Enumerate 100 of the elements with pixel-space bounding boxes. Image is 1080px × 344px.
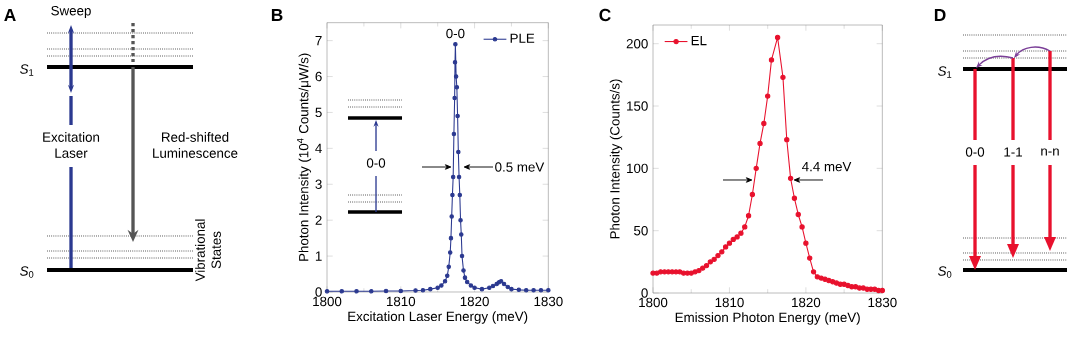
point xyxy=(450,192,455,198)
point xyxy=(456,174,462,180)
point xyxy=(810,269,817,275)
point xyxy=(454,85,460,90)
point xyxy=(455,113,460,119)
point xyxy=(875,287,882,294)
y-tick-label: 1 xyxy=(315,251,322,261)
point xyxy=(369,289,374,294)
point xyxy=(730,236,736,243)
point xyxy=(799,224,805,230)
x-axis-title: Excitation Laser Energy (meV) xyxy=(348,311,528,324)
point xyxy=(765,93,771,99)
point xyxy=(677,269,683,275)
point xyxy=(661,269,668,275)
point xyxy=(726,240,733,246)
point xyxy=(444,273,450,279)
point xyxy=(459,253,465,259)
text: Excitation Laser xyxy=(43,132,100,158)
text: Red-shifted Luminescence xyxy=(153,132,238,158)
point xyxy=(452,95,457,101)
point xyxy=(780,74,786,81)
x-tick-label: 1830 xyxy=(868,297,897,308)
annotation: 0-0 xyxy=(446,28,465,39)
text: S$_{0}$ xyxy=(938,266,952,278)
text: n-n xyxy=(1041,148,1059,156)
text: A xyxy=(4,9,16,21)
x-tick-label: 1820 xyxy=(792,297,821,308)
point xyxy=(852,284,859,290)
point xyxy=(462,275,468,280)
y-tick-label: 0 xyxy=(641,288,648,298)
point xyxy=(451,131,457,137)
point xyxy=(505,284,511,290)
point xyxy=(761,120,767,127)
point xyxy=(472,285,477,290)
point xyxy=(461,268,466,273)
point xyxy=(669,269,675,275)
point xyxy=(383,288,389,294)
point xyxy=(734,234,740,240)
point xyxy=(487,285,492,290)
point xyxy=(841,281,847,287)
point xyxy=(864,286,870,292)
point xyxy=(459,232,464,237)
point xyxy=(818,275,824,281)
point xyxy=(453,74,459,79)
point xyxy=(692,269,698,275)
point xyxy=(538,287,544,293)
point xyxy=(845,282,851,289)
x-tick-label: 1810 xyxy=(386,296,416,307)
point xyxy=(450,174,456,180)
point xyxy=(413,288,418,293)
text: Vibrational States xyxy=(195,219,221,282)
point xyxy=(784,137,790,143)
y-tick-label: 4 xyxy=(315,143,322,153)
point xyxy=(516,287,522,293)
point xyxy=(501,281,507,287)
chart-title: B xyxy=(271,9,283,21)
point xyxy=(722,244,729,250)
y-tick-label: 7 xyxy=(315,36,322,46)
text: S$_{0}$ xyxy=(20,266,34,278)
text: 0-0 xyxy=(965,147,985,157)
point xyxy=(657,269,664,275)
point xyxy=(680,270,687,276)
point xyxy=(753,165,759,172)
y-tick-label: 3 xyxy=(315,179,322,189)
point xyxy=(711,256,717,263)
point xyxy=(872,286,878,292)
point xyxy=(447,250,453,255)
text: S$_{1}$ xyxy=(20,64,34,76)
point xyxy=(700,265,706,271)
y-tick-label: 150 xyxy=(627,101,648,111)
x-tick-label: 1810 xyxy=(715,297,744,308)
point xyxy=(453,41,458,47)
point xyxy=(339,289,345,294)
point xyxy=(860,285,866,291)
point xyxy=(684,270,691,276)
point xyxy=(719,249,725,255)
point xyxy=(826,277,832,284)
point xyxy=(479,286,485,292)
y-tick-label: 50 xyxy=(634,225,648,236)
point xyxy=(546,287,551,293)
x-axis-title: Emission Photon Energy (meV) xyxy=(675,312,860,325)
y-tick-label: 100 xyxy=(627,163,648,174)
point xyxy=(795,211,801,218)
point xyxy=(442,278,448,284)
point xyxy=(749,191,756,198)
point xyxy=(490,283,496,289)
text: Sweep xyxy=(51,5,91,19)
point xyxy=(803,240,809,246)
chart-title: C xyxy=(599,8,611,22)
point xyxy=(420,287,426,293)
point xyxy=(452,59,458,65)
point xyxy=(774,34,781,41)
legend-label: EL xyxy=(691,35,707,46)
annotation: 0.5 meV xyxy=(495,162,545,172)
text: 1-1 xyxy=(1004,147,1022,157)
point xyxy=(531,287,536,293)
point xyxy=(398,288,404,294)
point xyxy=(456,149,461,155)
x-tick-label: 1830 xyxy=(534,296,563,307)
point xyxy=(324,289,330,294)
